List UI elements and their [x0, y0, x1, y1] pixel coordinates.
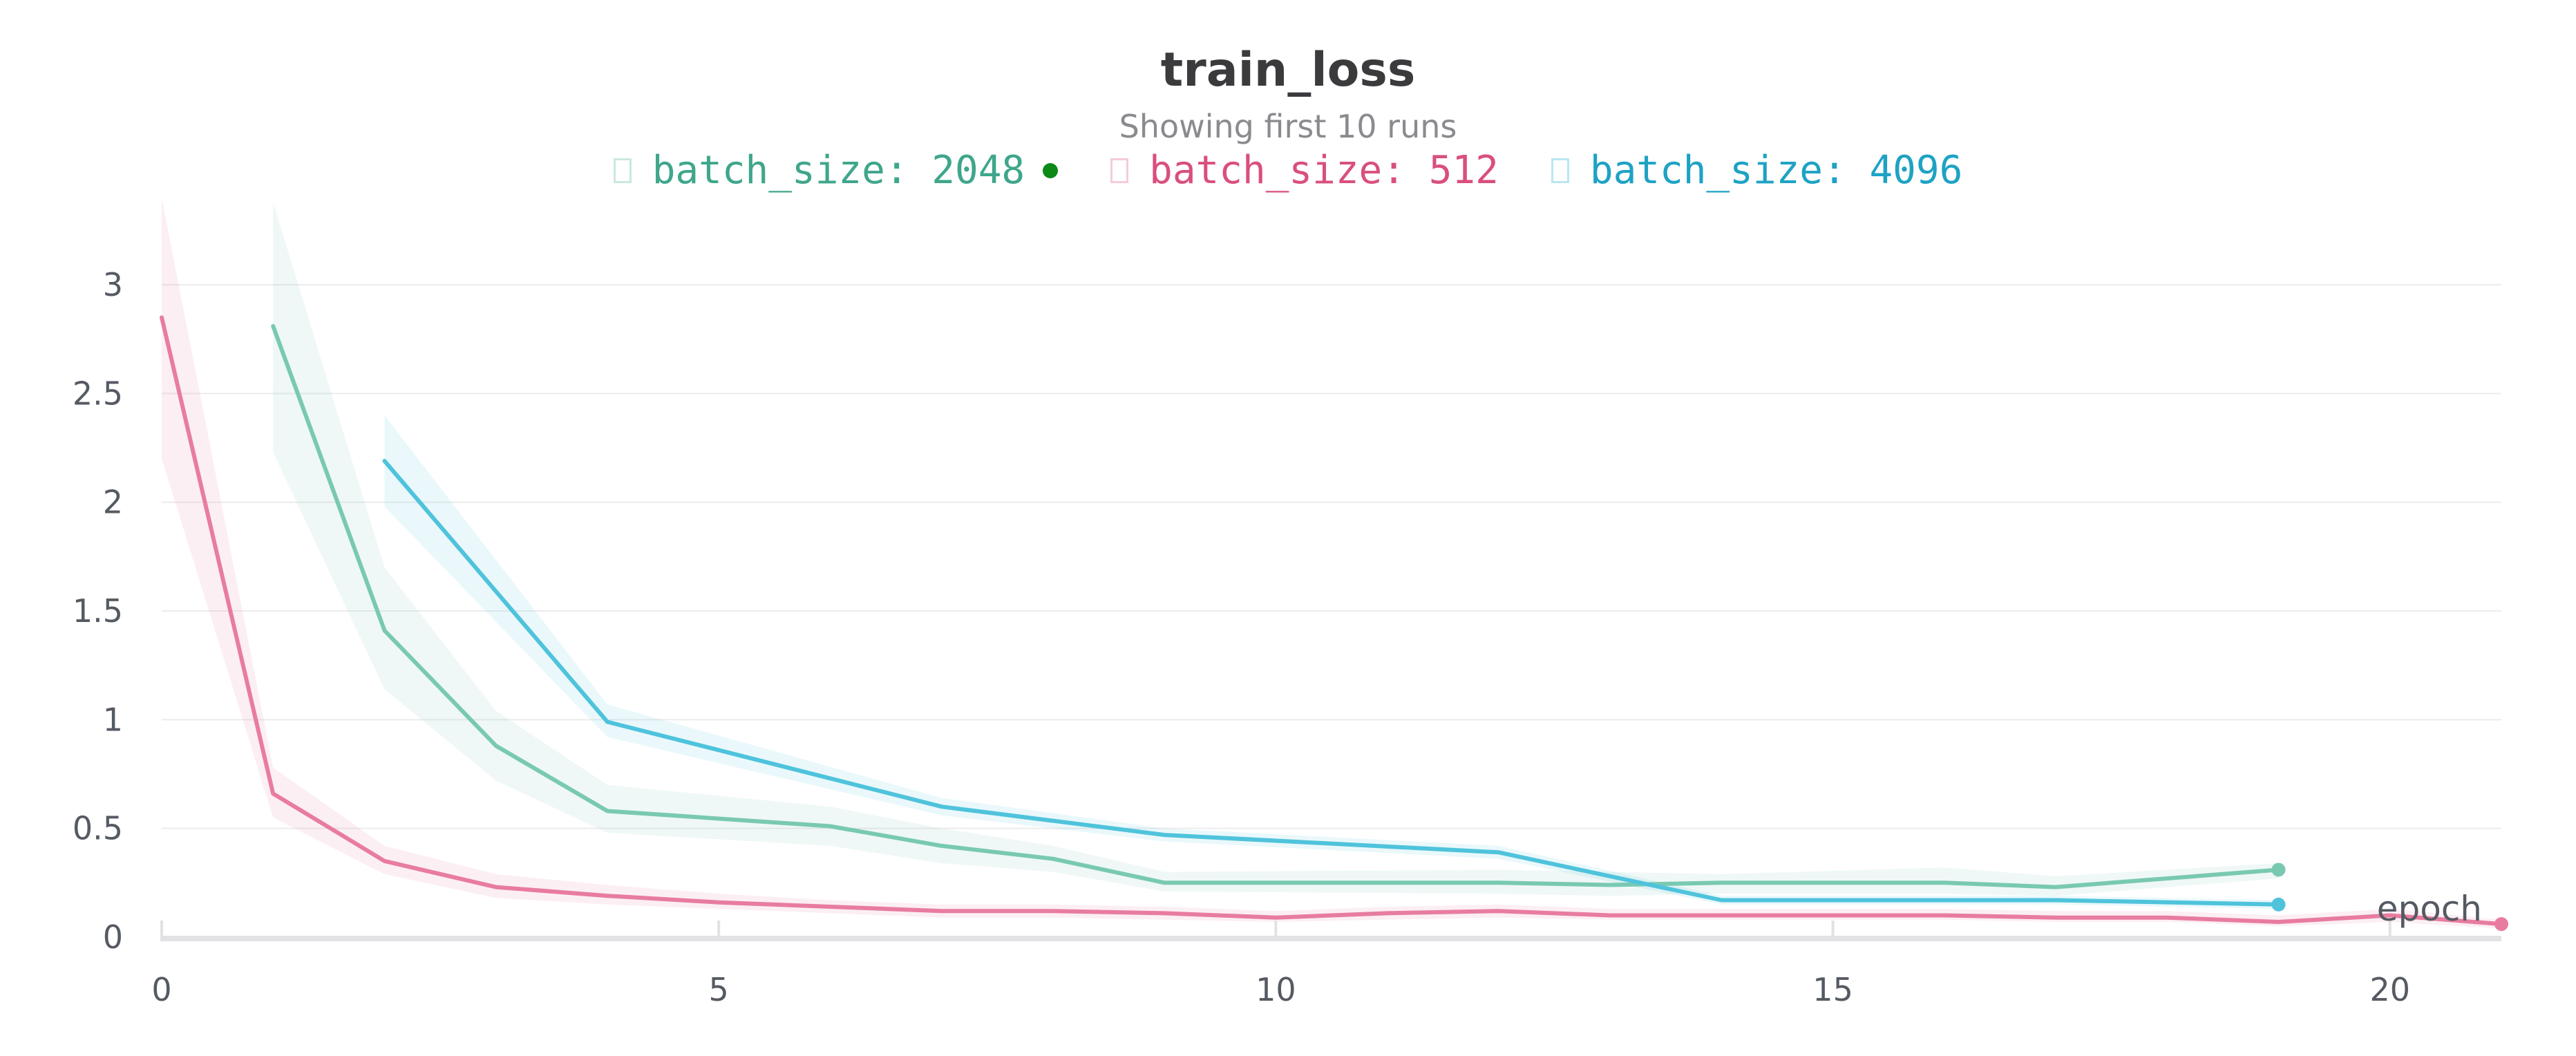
y-tick-label: 0.5 — [73, 810, 123, 847]
series-line-0 — [271, 323, 2281, 889]
series-line-1 — [160, 315, 2503, 927]
y-tick-label: 1 — [103, 701, 123, 738]
chart-title: train_loss — [1160, 43, 1416, 97]
legend-swatch-icon — [1551, 158, 1569, 183]
y-tick-label: 3 — [103, 266, 123, 303]
series-end-point-2 — [2271, 897, 2286, 912]
confidence-bands — [162, 198, 2501, 929]
series-end-point-0 — [2271, 862, 2286, 877]
highlight-dot-icon — [1043, 162, 1059, 178]
legend-item-batch-2048[interactable]: batch_size: 2048 — [613, 148, 1059, 193]
x-tick-label: 15 — [1812, 971, 1853, 1008]
series-line-2 — [382, 459, 2281, 907]
legend-item-batch-512[interactable]: batch_size: 512 — [1110, 148, 1499, 193]
legend: batch_size: 2048 batch_size: 512 batch_s… — [0, 148, 2576, 193]
series-lines — [160, 315, 2508, 932]
y-tick-label: 2 — [103, 484, 123, 521]
x-tick-label: 5 — [709, 971, 729, 1008]
axes: 0 0.5 1 1.5 2 2.5 3 0 5 10 15 20 epoch — [73, 266, 2501, 1008]
x-tick-label: 10 — [1256, 971, 1296, 1008]
x-tick-label: 20 — [2369, 971, 2410, 1008]
grid — [162, 284, 2501, 829]
legend-label: batch_size: 2048 — [652, 148, 1025, 193]
y-tick-label: 2.5 — [73, 375, 123, 412]
y-tick-label: 1.5 — [73, 592, 123, 630]
legend-label: batch_size: 4096 — [1589, 148, 1963, 193]
legend-swatch-icon — [1110, 158, 1129, 183]
legend-item-batch-4096[interactable]: batch_size: 4096 — [1551, 148, 1962, 193]
chart-subtitle: Showing first 10 runs — [1119, 108, 1457, 145]
legend-label: batch_size: 512 — [1149, 148, 1499, 193]
band-1 — [162, 198, 2501, 929]
series-end-point-1 — [2494, 917, 2508, 932]
x-tick-label: 0 — [151, 971, 171, 1008]
legend-swatch-icon — [613, 158, 632, 183]
x-axis-label: epoch — [2377, 889, 2482, 929]
y-tick-label: 0 — [103, 918, 123, 956]
